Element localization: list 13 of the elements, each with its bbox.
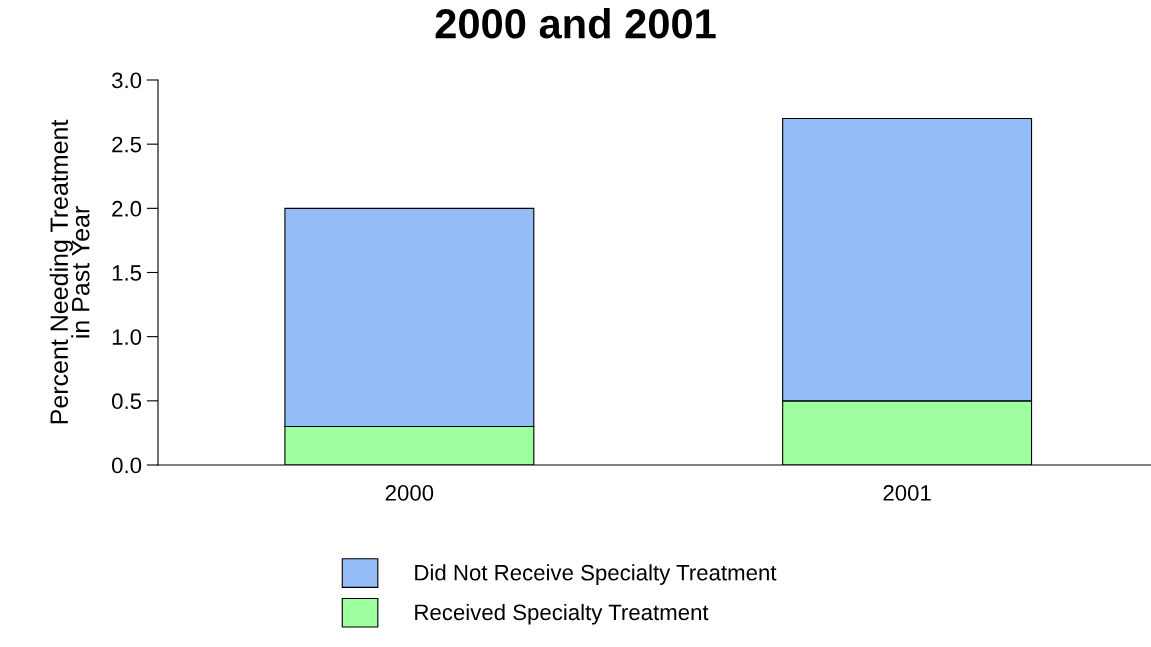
legend-label: Did Not Receive Specialty Treatment: [415, 564, 777, 585]
y-tick-label: 1.0: [112, 329, 142, 345]
x-tick-label: 2001: [883, 485, 931, 501]
y-tick-label: 0.0: [112, 457, 142, 474]
y-tick-label: 2.5: [112, 136, 142, 153]
x-tick-label: 2000: [385, 485, 434, 501]
y-axis-title: Percent Needing Treatment in Past Year: [49, 119, 90, 424]
chart-title: 2000 and 2001: [435, 8, 716, 39]
legend-label: Received Specialty Treatment: [415, 603, 709, 625]
y-tick-label: 1.5: [112, 265, 142, 281]
y-tick-label: 0.5: [112, 393, 142, 410]
y-tick-label: 3.0: [111, 72, 142, 89]
y-tick-label: 2.0: [112, 200, 142, 217]
